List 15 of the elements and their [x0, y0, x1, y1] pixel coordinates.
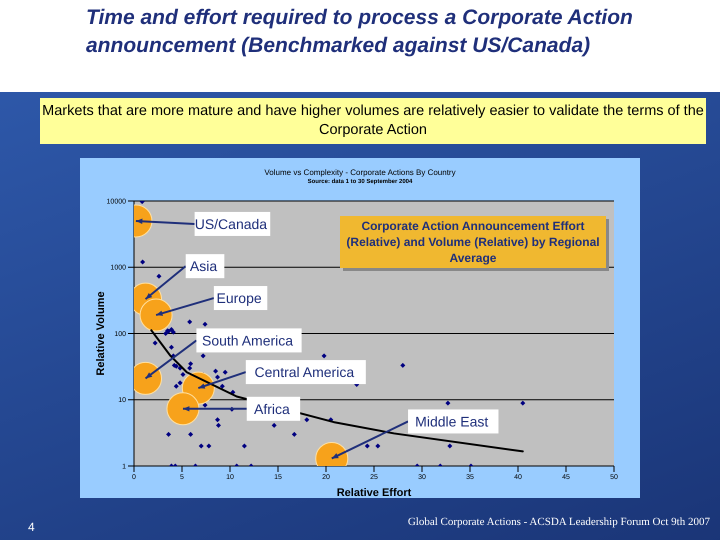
chart-subtitle: Markets that are more mature and have higher volumes are relatively easier to validate the terms of the Corporate Action — [40, 98, 706, 144]
x-axis-title: Relative Effort — [336, 487, 412, 499]
chart-title: Time and effort required to process a Corporate Action announcement (Benchmarked against US/Canada) — [86, 5, 634, 59]
annotation: South America — [202, 332, 294, 348]
annotation: Europe — [216, 290, 262, 306]
y-axis-title: Relative Volume — [94, 291, 107, 376]
annotation: Asia — [190, 258, 218, 274]
annotation: Central America — [254, 364, 354, 380]
annotation: US/Canada — [194, 216, 268, 232]
annotation: Corporate Action Announcement Effort (Relative) and Volume (Relative) by Regional Average — [340, 216, 606, 268]
text: Global Corporate Actions - ACSDA Leadership Forum Oct 9th 2007 — [406, 516, 710, 528]
text: Volume vs Complexity - Corporate Actions By Country — [263, 168, 457, 177]
annotation: Middle East — [415, 413, 488, 430]
annotation: Africa — [254, 400, 290, 417]
text: 4 — [28, 520, 35, 534]
